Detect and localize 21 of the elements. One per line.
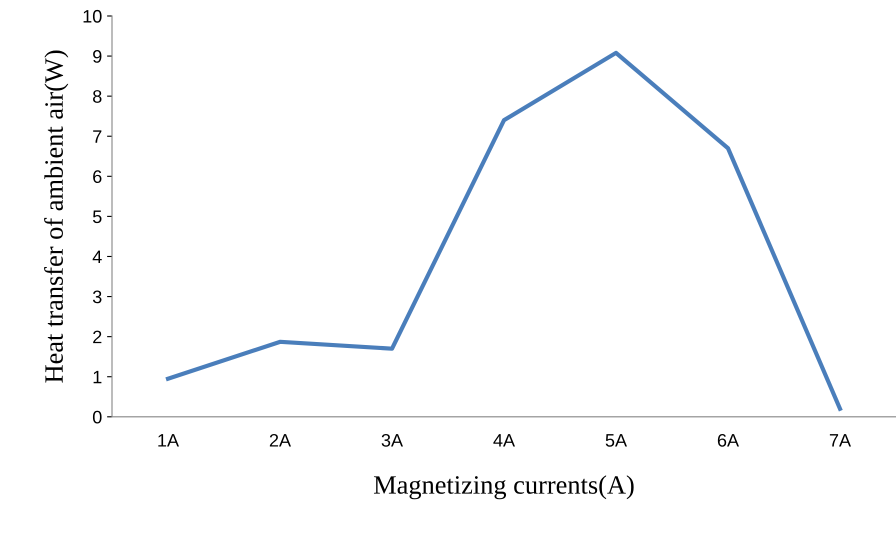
x-tick-label: 2A <box>270 434 292 447</box>
x-tick-label: 7A <box>830 434 852 447</box>
y-tick-label: 4 <box>92 250 102 264</box>
y-tick-label: 9 <box>93 50 102 63</box>
x-tick-label: 3A <box>382 434 404 447</box>
y-tick-label: 6 <box>93 170 102 184</box>
y-tick-label: 0 <box>92 410 102 424</box>
y-tick-label: 1 <box>94 370 102 384</box>
y-tick-label: 2 <box>93 330 102 344</box>
y-tick-label: 10 <box>84 10 102 23</box>
x-tick-label: 5A <box>606 434 628 447</box>
x-tick-label: 1A <box>158 434 180 447</box>
y-tick-label: 3 <box>92 290 102 304</box>
x-tick-label: 4A <box>493 434 516 447</box>
line-series <box>166 50 842 411</box>
x-tick-label: 6A <box>718 434 740 447</box>
y-tick-label: 7 <box>93 130 102 143</box>
y-axis-title: Heat transfer of ambient air(W) <box>44 50 68 383</box>
x-axis-title: Magnetizing currents(A) <box>374 475 634 500</box>
y-tick-label: 5 <box>92 210 102 224</box>
y-tick-label: 8 <box>93 90 102 103</box>
